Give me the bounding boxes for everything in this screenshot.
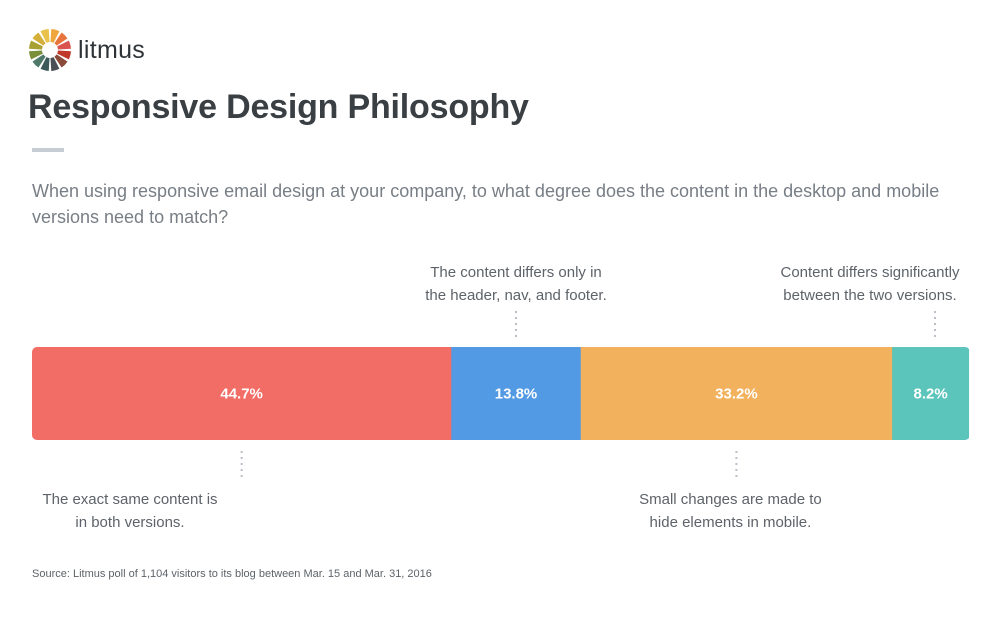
segment-value-label: 33.2% [715,386,758,403]
logo-petal [50,57,60,71]
logo-petal [29,50,43,60]
bar-segment [32,347,452,440]
brand-name: litmus [78,35,146,64]
annotation-text: Small changes are made to [639,491,822,508]
logo-petal [29,40,43,50]
logo-petal [40,57,50,71]
page-title: Responsive Design Philosophy [28,88,529,126]
survey-question: When using responsive email design at yo… [32,181,940,227]
annotation-text: in both versions. [75,514,184,531]
segment-value-label: 8.2% [914,386,948,403]
source-note: Source: Litmus poll of 1,104 visitors to… [32,568,432,580]
annotation-text: Content differs significantly [781,264,960,281]
logo-petal [54,54,68,68]
bar-segment [451,347,582,440]
title-divider [32,148,64,152]
logo-petal [32,32,46,46]
bar-segment [580,347,893,440]
logo-petal [57,50,71,60]
logo-petal [54,32,68,46]
logo-petal [32,54,46,68]
segment-value-label: 13.8% [495,386,538,403]
logo-petal [57,40,71,50]
bar-segment [892,347,970,440]
annotation-text: the header, nav, and footer. [425,287,607,304]
annotation-text: between the two versions. [783,287,956,304]
annotation-text: The content differs only in [430,264,602,281]
logo-petal [40,29,50,43]
annotation-text: The exact same content is [42,491,217,508]
litmus-wheel-icon [29,29,71,71]
segment-value-label: 44.7% [220,386,263,403]
annotation-text: hide elements in mobile. [650,514,812,531]
logo-petal [50,29,60,43]
litmus-logo: litmus [28,28,145,72]
